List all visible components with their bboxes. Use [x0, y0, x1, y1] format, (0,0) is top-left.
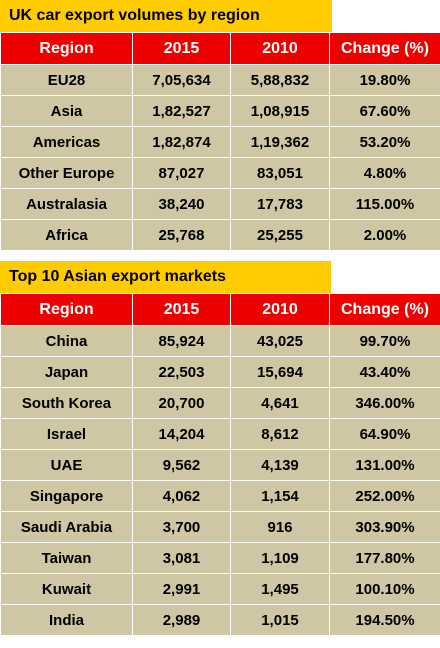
table-row: EU28 7,05,634 5,88,832 19.80%	[0, 64, 440, 96]
table-row: Australasia 38,240 17,783 115.00%	[0, 188, 440, 220]
header-row: Region 2015 2010 Change (%)	[0, 293, 440, 326]
section-title: Top 10 Asian export markets	[0, 261, 331, 293]
cell-change: 53.20%	[329, 126, 440, 158]
cell-2015: 7,05,634	[132, 64, 231, 96]
cell-2010: 1,109	[230, 542, 330, 574]
cell-2010: 25,255	[230, 219, 330, 251]
asian-markets-table: Region 2015 2010 Change (%) China 85,924 4…	[0, 293, 440, 636]
cell-change: 19.80%	[329, 64, 440, 96]
cell-change: 67.60%	[329, 95, 440, 127]
cell-2015: 4,062	[132, 480, 231, 512]
cell-2015: 87,027	[132, 157, 231, 189]
cell-2010: 8,612	[230, 418, 330, 450]
table-row: Other Europe 87,027 83,051 4.80%	[0, 157, 440, 189]
cell-region: EU28	[0, 64, 133, 96]
cell-2010: 43,025	[230, 325, 330, 357]
cell-change: 303.90%	[329, 511, 440, 543]
header-region: Region	[0, 32, 133, 65]
table-row: Kuwait 2,991 1,495 100.10%	[0, 573, 440, 605]
header-2010: 2010	[230, 293, 330, 326]
cell-2010: 15,694	[230, 356, 330, 388]
header-2010: 2010	[230, 32, 330, 65]
cell-2015: 85,924	[132, 325, 231, 357]
asian-markets-section: Top 10 Asian export markets Region 2015 …	[0, 261, 440, 636]
cell-change: 194.50%	[329, 604, 440, 636]
cell-2015: 14,204	[132, 418, 231, 450]
section-title: UK car export volumes by region	[0, 0, 332, 32]
export-volumes-section: UK car export volumes by region Region 2…	[0, 0, 440, 251]
cell-change: 100.10%	[329, 573, 440, 605]
cell-region: Taiwan	[0, 542, 133, 574]
cell-change: 115.00%	[329, 188, 440, 220]
cell-2010: 4,139	[230, 449, 330, 481]
cell-change: 131.00%	[329, 449, 440, 481]
table-row: China 85,924 43,025 99.70%	[0, 325, 440, 357]
cell-region: Asia	[0, 95, 133, 127]
cell-region: South Korea	[0, 387, 133, 419]
cell-change: 4.80%	[329, 157, 440, 189]
table-row: India 2,989 1,015 194.50%	[0, 604, 440, 636]
cell-change: 43.40%	[329, 356, 440, 388]
cell-region: Saudi Arabia	[0, 511, 133, 543]
table-row: Taiwan 3,081 1,109 177.80%	[0, 542, 440, 574]
header-change: Change (%)	[329, 293, 440, 326]
cell-change: 99.70%	[329, 325, 440, 357]
cell-2010: 5,88,832	[230, 64, 330, 96]
cell-2015: 9,562	[132, 449, 231, 481]
table-row: Israel 14,204 8,612 64.90%	[0, 418, 440, 450]
cell-2010: 4,641	[230, 387, 330, 419]
cell-2010: 1,19,362	[230, 126, 330, 158]
cell-change: 2.00%	[329, 219, 440, 251]
export-volumes-table: Region 2015 2010 Change (%) EU28 7,05,634…	[0, 32, 440, 251]
table-row: Africa 25,768 25,255 2.00%	[0, 219, 440, 251]
cell-2015: 1,82,527	[132, 95, 231, 127]
table-row: Saudi Arabia 3,700 916 303.90%	[0, 511, 440, 543]
cell-change: 252.00%	[329, 480, 440, 512]
cell-2010: 17,783	[230, 188, 330, 220]
cell-region: Other Europe	[0, 157, 133, 189]
cell-2015: 20,700	[132, 387, 231, 419]
cell-2010: 83,051	[230, 157, 330, 189]
cell-2015: 1,82,874	[132, 126, 231, 158]
cell-2010: 1,154	[230, 480, 330, 512]
cell-2010: 1,08,915	[230, 95, 330, 127]
cell-2015: 3,081	[132, 542, 231, 574]
cell-region: Americas	[0, 126, 133, 158]
cell-2015: 2,991	[132, 573, 231, 605]
header-region: Region	[0, 293, 133, 326]
cell-region: UAE	[0, 449, 133, 481]
header-change: Change (%)	[329, 32, 440, 65]
table-row: Americas 1,82,874 1,19,362 53.20%	[0, 126, 440, 158]
header-row: Region 2015 2010 Change (%)	[0, 32, 440, 65]
cell-2010: 1,495	[230, 573, 330, 605]
cell-2015: 25,768	[132, 219, 231, 251]
cell-region: Australasia	[0, 188, 133, 220]
cell-2015: 2,989	[132, 604, 231, 636]
cell-region: Kuwait	[0, 573, 133, 605]
cell-change: 346.00%	[329, 387, 440, 419]
cell-2015: 3,700	[132, 511, 231, 543]
table-row: Asia 1,82,527 1,08,915 67.60%	[0, 95, 440, 127]
table-row: Japan 22,503 15,694 43.40%	[0, 356, 440, 388]
cell-change: 177.80%	[329, 542, 440, 574]
table-row: UAE 9,562 4,139 131.00%	[0, 449, 440, 481]
table-row: Singapore 4,062 1,154 252.00%	[0, 480, 440, 512]
cell-region: Israel	[0, 418, 133, 450]
cell-region: Japan	[0, 356, 133, 388]
cell-2010: 1,015	[230, 604, 330, 636]
header-2015: 2015	[132, 293, 231, 326]
cell-region: Africa	[0, 219, 133, 251]
cell-change: 64.90%	[329, 418, 440, 450]
cell-2015: 38,240	[132, 188, 231, 220]
cell-2010: 916	[230, 511, 330, 543]
cell-region: China	[0, 325, 133, 357]
table-row: South Korea 20,700 4,641 346.00%	[0, 387, 440, 419]
header-2015: 2015	[132, 32, 231, 65]
cell-2015: 22,503	[132, 356, 231, 388]
cell-region: Singapore	[0, 480, 133, 512]
cell-region: India	[0, 604, 133, 636]
